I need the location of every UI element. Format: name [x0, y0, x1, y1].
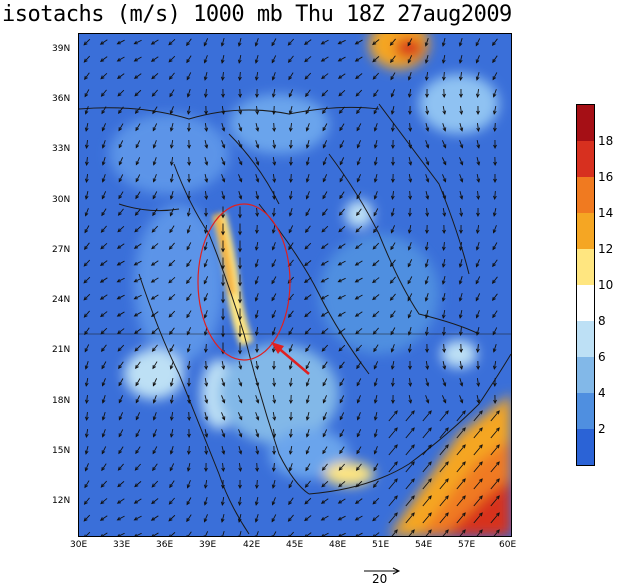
colorbar-label-4: 4	[598, 386, 606, 400]
lon-label-36e: 36E	[156, 540, 173, 550]
lat-label-15n: 15N	[52, 446, 70, 456]
isotach-map	[78, 33, 512, 537]
lon-label-33e: 33E	[113, 540, 130, 550]
colorbar-segment-4-6	[577, 357, 594, 393]
lat-label-24n: 24N	[52, 295, 70, 305]
lat-label-30n: 30N	[52, 195, 70, 205]
lon-label-54e: 54E	[415, 540, 432, 550]
colorbar-segment-14-16	[577, 177, 594, 213]
colorbar-label-12: 12	[598, 242, 613, 256]
colorbar-segment-12-14	[577, 213, 594, 249]
colorbar	[576, 104, 595, 466]
colorbar-label-14: 14	[598, 206, 613, 220]
colorbar-label-10: 10	[598, 278, 613, 292]
colorbar-label-8: 8	[598, 314, 606, 328]
lat-label-21n: 21N	[52, 345, 70, 355]
lon-label-42e: 42E	[243, 540, 260, 550]
colorbar-label-6: 6	[598, 350, 606, 364]
lon-label-45e: 45E	[286, 540, 303, 550]
colorbar-segment-10-12	[577, 249, 594, 285]
colorbar-segment-16-18	[577, 141, 594, 177]
lon-label-51e: 51E	[372, 540, 389, 550]
lat-label-18n: 18N	[52, 396, 70, 406]
lon-label-48e: 48E	[329, 540, 346, 550]
colorbar-segment-0-2	[577, 429, 594, 465]
lat-label-12n: 12N	[52, 496, 70, 506]
colorbar-segment-8-10	[577, 285, 594, 321]
lat-label-33n: 33N	[52, 144, 70, 154]
lon-label-57e: 57E	[458, 540, 475, 550]
colorbar-label-18: 18	[598, 134, 613, 148]
lon-label-60e: 60E	[499, 540, 516, 550]
colorbar-label-16: 16	[598, 170, 613, 184]
colorbar-segment-18plus	[577, 105, 594, 141]
lon-label-30e: 30E	[70, 540, 87, 550]
map-title: isotachs (m/s) 1000 mb Thu 18Z 27aug2009	[2, 2, 512, 27]
colorbar-label-2: 2	[598, 422, 606, 436]
lat-label-36n: 36N	[52, 94, 70, 104]
colorbar-segment-2-4	[577, 393, 594, 429]
colorbar-segment-6-8	[577, 321, 594, 357]
lon-label-39e: 39E	[199, 540, 216, 550]
lat-label-27n: 27N	[52, 245, 70, 255]
lat-label-39n: 39N	[52, 44, 70, 54]
